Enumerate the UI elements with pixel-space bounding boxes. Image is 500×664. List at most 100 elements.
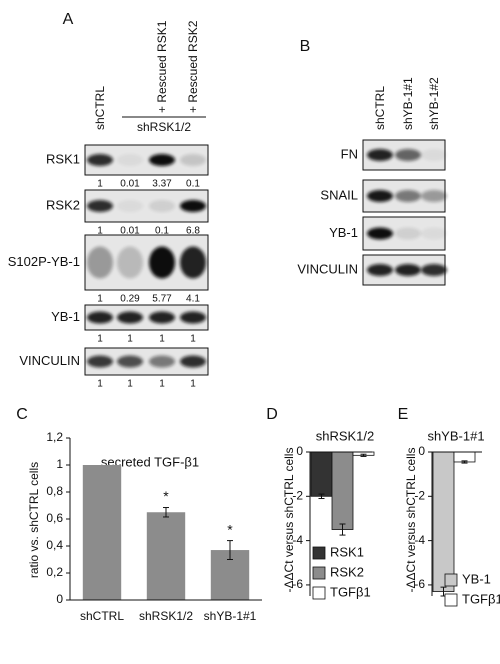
y-tick-label: -2 <box>414 488 425 502</box>
band <box>149 246 175 279</box>
row-label: YB-1 <box>51 309 80 324</box>
y-tick-label: 0 <box>296 444 303 458</box>
panel-label: A <box>63 11 74 28</box>
chart-title: secreted TGF-β1 <box>101 454 199 469</box>
legend-label: YB-1 <box>462 571 491 586</box>
y-tick-label: -4 <box>414 533 425 547</box>
lane-label: shYB-1#2 <box>427 77 441 130</box>
band <box>149 200 175 212</box>
x-tick-label: shRSK1/2 <box>139 609 193 623</box>
quantification: 1 <box>97 379 103 390</box>
band <box>367 227 393 240</box>
x-tick-label: shYB-1#1 <box>204 609 257 623</box>
y-tick-label: -2 <box>292 488 303 502</box>
error-bar <box>461 460 468 464</box>
panel-label: D <box>266 406 278 423</box>
row-label: SNAIL <box>320 187 358 202</box>
band <box>87 311 113 324</box>
significance: * <box>163 488 169 504</box>
quantification: 5.77 <box>152 294 172 305</box>
row-label: RSK2 <box>46 197 80 212</box>
chart-title: shRSK1/2 <box>316 428 375 443</box>
y-tick-label: -6 <box>414 577 425 591</box>
row-label: VINCULIN <box>19 353 80 368</box>
quantification: 0.01 <box>120 179 140 190</box>
y-axis-label: ratio vs. shCTRL cells <box>27 462 41 578</box>
quantification: 1 <box>97 294 103 305</box>
quantification: 1 <box>97 334 103 345</box>
row-label: S102P-YB-1 <box>8 254 80 269</box>
legend-label: TGFβ1 <box>330 584 371 599</box>
band <box>421 190 447 202</box>
band <box>367 149 393 161</box>
y-tick-label: 0,4 <box>46 538 63 552</box>
lane-label: shYB-1#1 <box>401 77 415 130</box>
bar <box>331 451 354 530</box>
band <box>395 227 421 240</box>
y-axis-label: -ΔΔCt versus shCTRL cells <box>282 448 296 593</box>
legend-swatch <box>444 573 458 587</box>
band <box>180 154 206 166</box>
panel-label: C <box>16 406 28 423</box>
row-label: VINCULIN <box>297 261 358 276</box>
lane-label: shCTRL <box>373 86 387 130</box>
band <box>180 246 206 279</box>
band <box>117 200 143 212</box>
quantification: 6.8 <box>186 226 200 237</box>
band <box>87 246 113 279</box>
band <box>421 149 447 161</box>
row-label: RSK1 <box>46 151 80 166</box>
band <box>149 311 175 324</box>
band <box>180 200 206 212</box>
y-axis-label: -ΔΔCt versus shCTRL cells <box>404 448 418 593</box>
band <box>117 246 143 279</box>
quantification: 1 <box>127 334 133 345</box>
row-label: YB-1 <box>329 225 358 240</box>
group-label: shRSK1/2 <box>137 120 191 134</box>
panel-label: E <box>398 406 409 423</box>
bar <box>432 451 455 592</box>
quantification: 1 <box>159 334 165 345</box>
lane-label: + Rescued RSK2 <box>186 20 200 113</box>
quantification: 1 <box>190 334 196 345</box>
band <box>149 355 175 368</box>
legend-label: RSK2 <box>330 564 364 579</box>
significance: * <box>227 521 233 537</box>
quantification: 0.1 <box>186 179 200 190</box>
band <box>117 311 143 324</box>
legend-swatch <box>444 593 458 607</box>
quantification: 3.37 <box>152 179 172 190</box>
legend-swatch <box>312 566 326 580</box>
band <box>87 200 113 212</box>
legend-swatch <box>312 546 326 560</box>
quantification: 0.29 <box>120 294 140 305</box>
legend-swatch <box>312 586 326 600</box>
error-bar <box>360 453 367 457</box>
quantification: 1 <box>159 379 165 390</box>
x-tick-label: shCTRL <box>80 609 124 623</box>
legend-label: TGFβ1 <box>462 591 500 606</box>
lane-label: + Rescued RSK1 <box>155 20 169 113</box>
quantification: 4.1 <box>186 294 200 305</box>
quantification: 1 <box>97 226 103 237</box>
band <box>180 311 206 324</box>
band <box>117 154 143 166</box>
error-bar <box>227 540 233 560</box>
band <box>395 149 421 161</box>
quantification: 0.01 <box>120 226 140 237</box>
bar <box>82 465 122 600</box>
bar <box>310 451 333 497</box>
band <box>367 264 393 276</box>
quantification: 0.1 <box>155 226 169 237</box>
y-tick-label: 1,2 <box>46 430 63 444</box>
chart-title: shYB-1#1 <box>427 428 484 443</box>
error-bar <box>339 523 346 536</box>
band <box>395 190 421 202</box>
row-label: FN <box>341 146 358 161</box>
band <box>421 264 447 276</box>
y-tick-label: 0 <box>56 592 63 606</box>
band <box>87 154 113 166</box>
quantification: 1 <box>97 179 103 190</box>
error-bar <box>163 507 169 518</box>
